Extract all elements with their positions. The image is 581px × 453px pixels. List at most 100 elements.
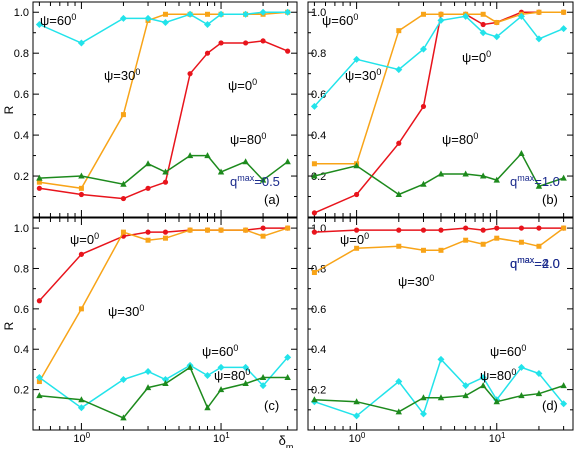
y-tick-label: 1.0 <box>14 7 29 19</box>
data-point <box>204 50 211 56</box>
data-point <box>242 380 249 387</box>
data-point <box>144 384 152 391</box>
data-point <box>284 158 291 165</box>
data-point <box>311 229 318 235</box>
data-point <box>260 38 266 44</box>
data-point <box>535 182 543 189</box>
data-point <box>217 386 225 393</box>
series-label: ψ=300 <box>108 303 144 319</box>
data-point <box>420 11 426 17</box>
y-tick-label: 0.6 <box>14 304 29 316</box>
series-label: ψ=600 <box>202 343 238 359</box>
data-point <box>353 55 361 63</box>
data-point <box>438 227 444 233</box>
data-point <box>259 382 267 390</box>
data-point <box>561 9 567 15</box>
data-point <box>420 227 427 233</box>
data-point <box>187 227 193 233</box>
data-point <box>243 227 249 233</box>
series-label: ψ=00 <box>228 77 257 93</box>
data-point <box>518 392 525 399</box>
data-point <box>419 410 427 418</box>
data-point <box>119 376 127 384</box>
data-point <box>479 29 487 37</box>
qmax-annotation: qmax=1.0 <box>510 173 560 189</box>
data-point <box>518 225 525 231</box>
data-point <box>353 398 360 405</box>
data-point <box>479 172 487 179</box>
data-point <box>437 16 445 24</box>
data-point <box>259 8 267 16</box>
data-point <box>396 227 402 233</box>
data-point <box>463 237 469 243</box>
y-axis-label: R <box>2 321 16 330</box>
data-point <box>354 227 360 233</box>
data-point <box>420 394 427 401</box>
data-point <box>395 190 402 197</box>
data-point <box>494 19 500 25</box>
data-point <box>311 270 317 276</box>
series-label: ψ=00 <box>70 231 99 247</box>
data-point <box>119 14 127 22</box>
data-point <box>480 227 486 233</box>
data-point <box>162 179 169 185</box>
qmax-annotation: qmax=0.5 <box>230 173 280 189</box>
data-point <box>536 9 542 15</box>
plot-frame <box>307 1 574 218</box>
data-point <box>36 298 42 304</box>
data-point <box>560 382 567 389</box>
data-point <box>162 168 169 175</box>
series-label: ψ=800 <box>214 367 250 383</box>
data-point <box>561 225 567 231</box>
data-point <box>438 11 444 17</box>
y-tick-label: 1.0 <box>14 223 29 235</box>
series-label: ψ=300 <box>345 67 381 83</box>
y-tick-label: 0.8 <box>14 48 29 60</box>
data-point <box>259 176 267 183</box>
series-line <box>39 11 288 190</box>
data-point <box>78 396 85 403</box>
data-point <box>396 243 402 249</box>
y-tick-label: 0.8 <box>311 48 326 60</box>
data-point <box>36 185 42 191</box>
data-point <box>354 191 360 198</box>
data-point <box>285 225 291 231</box>
data-point <box>242 158 249 165</box>
data-point <box>186 363 194 370</box>
data-point <box>205 11 211 17</box>
data-point <box>560 25 568 33</box>
data-point <box>120 195 127 202</box>
data-point <box>536 243 542 249</box>
y-axis-label: R <box>2 105 16 114</box>
data-point <box>517 12 525 20</box>
data-point <box>419 45 427 53</box>
data-point <box>493 176 500 183</box>
data-point <box>479 374 487 382</box>
data-point <box>218 227 224 233</box>
panel-label: (a) <box>264 192 280 207</box>
data-point <box>284 8 292 16</box>
data-point <box>284 353 292 361</box>
data-point <box>535 390 543 397</box>
data-point <box>162 380 169 387</box>
data-point <box>493 398 500 405</box>
data-point <box>162 229 169 235</box>
series-line <box>38 227 288 382</box>
series-label: ψ=00 <box>340 231 369 247</box>
y-tick-label: 0.4 <box>311 344 326 356</box>
data-point <box>145 185 151 191</box>
data-point <box>217 10 225 18</box>
data-point <box>462 12 470 20</box>
data-point <box>242 10 250 18</box>
panel-a: 0.2 0.4 0.6 0.8 1.0 ψ=00 ψ=300 ψ=600 ψ=800 qmax=0… <box>14 1 298 218</box>
data-point <box>186 152 194 159</box>
data-point <box>217 168 225 175</box>
data-point <box>480 241 486 247</box>
data-point <box>77 404 85 412</box>
data-point <box>260 225 266 231</box>
data-point <box>243 40 249 46</box>
data-point <box>204 21 212 29</box>
panel-label: (c) <box>264 398 279 413</box>
data-point <box>145 229 151 235</box>
